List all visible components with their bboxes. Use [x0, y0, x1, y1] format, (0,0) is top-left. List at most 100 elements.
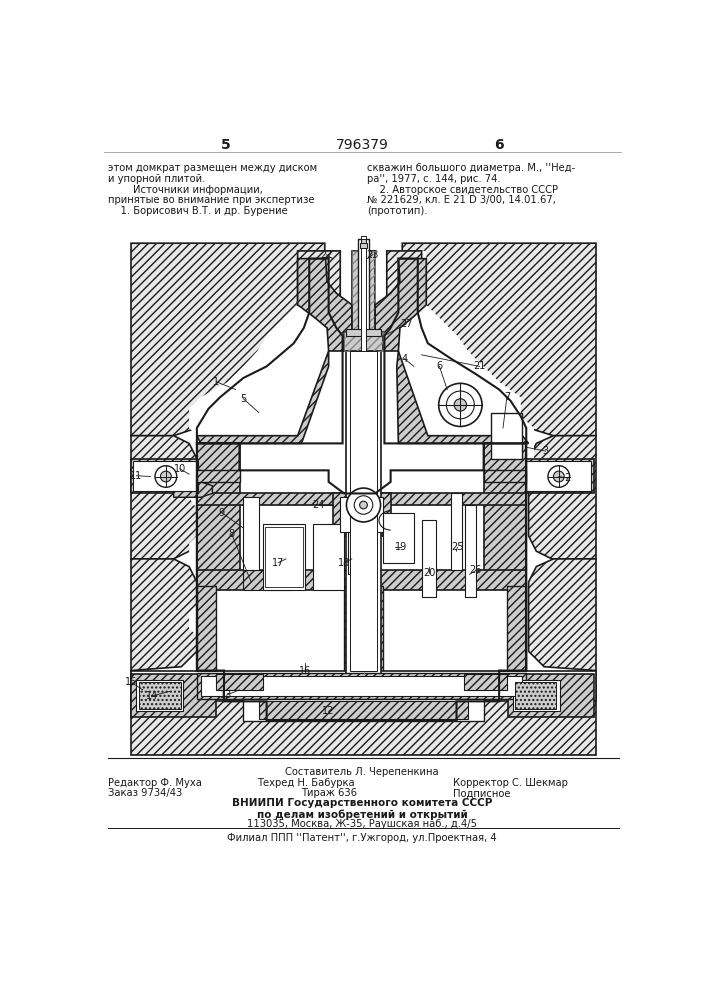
Circle shape — [454, 399, 467, 411]
Text: 13: 13 — [220, 690, 233, 700]
Text: 20: 20 — [423, 568, 436, 578]
Text: Тираж 636: Тираж 636 — [301, 788, 358, 798]
Text: Источники информации,: Источники информации, — [107, 185, 262, 195]
Bar — [352, 251, 375, 351]
Text: 5: 5 — [221, 138, 230, 152]
Text: № 221629, кл. Е 21 D 3/00, 14.01.67,: № 221629, кл. Е 21 D 3/00, 14.01.67, — [368, 195, 556, 205]
Bar — [243, 699, 484, 721]
Bar — [197, 586, 216, 674]
Text: ра'', 1977, с. 144, рис. 74.: ра'', 1977, с. 144, рис. 74. — [368, 174, 501, 184]
Bar — [201, 676, 522, 696]
Bar — [513, 680, 559, 711]
Polygon shape — [197, 493, 526, 505]
Bar — [131, 671, 596, 701]
Text: скважин большого диаметра. М., ''Нед-: скважин большого диаметра. М., ''Нед- — [368, 163, 575, 173]
Bar — [131, 459, 201, 493]
Bar — [243, 570, 290, 590]
Bar — [491, 413, 522, 459]
Text: 796379: 796379 — [336, 138, 388, 152]
Bar — [352, 590, 375, 671]
Text: 2: 2 — [564, 473, 571, 483]
Text: 18: 18 — [338, 558, 350, 568]
Text: 3: 3 — [542, 446, 549, 456]
Text: 11: 11 — [130, 471, 143, 481]
Bar — [526, 461, 591, 491]
Bar — [197, 570, 526, 590]
Bar — [361, 235, 366, 351]
Circle shape — [360, 501, 368, 509]
Polygon shape — [197, 443, 240, 574]
Bar — [139, 682, 180, 709]
Polygon shape — [189, 251, 534, 721]
Text: 5: 5 — [240, 394, 247, 404]
Text: Подписное: Подписное — [452, 788, 510, 798]
Circle shape — [346, 488, 380, 522]
Bar — [360, 243, 368, 248]
Text: 6: 6 — [494, 138, 504, 152]
Text: 9: 9 — [218, 508, 225, 518]
Text: 24: 24 — [312, 500, 325, 510]
Polygon shape — [131, 559, 197, 671]
Polygon shape — [397, 351, 529, 443]
Text: 16: 16 — [299, 666, 312, 676]
Polygon shape — [375, 259, 426, 351]
Bar — [216, 674, 263, 690]
Bar — [383, 513, 414, 563]
Text: 27: 27 — [400, 319, 412, 329]
Circle shape — [438, 383, 482, 426]
Text: Корректор С. Шекмар: Корректор С. Шекмар — [452, 778, 568, 788]
Text: 15: 15 — [125, 677, 137, 687]
Bar — [344, 332, 383, 351]
Bar — [131, 243, 596, 755]
Text: 14: 14 — [146, 691, 158, 701]
Bar — [136, 680, 183, 711]
Circle shape — [446, 391, 474, 419]
Bar — [346, 329, 380, 336]
Text: 6: 6 — [436, 361, 443, 371]
Polygon shape — [298, 259, 352, 351]
Bar — [465, 505, 476, 597]
Polygon shape — [131, 243, 325, 436]
Polygon shape — [484, 443, 526, 574]
Text: 4: 4 — [402, 354, 408, 364]
Circle shape — [354, 496, 373, 514]
Text: 1: 1 — [214, 377, 219, 387]
Text: 26: 26 — [469, 565, 482, 575]
Bar — [131, 672, 596, 755]
Circle shape — [160, 471, 171, 482]
Bar — [361, 239, 366, 245]
Bar — [344, 586, 383, 674]
Text: 19: 19 — [395, 542, 407, 552]
Text: Филиал ППП ''Патент'', г.Ужгород, ул.Проектная, 4: Филиал ППП ''Патент'', г.Ужгород, ул.Про… — [227, 833, 497, 843]
Bar — [451, 493, 462, 570]
Bar — [131, 674, 216, 717]
Text: 21: 21 — [474, 361, 486, 371]
Polygon shape — [529, 436, 596, 559]
Text: 25: 25 — [451, 542, 464, 552]
Bar — [508, 674, 594, 717]
Text: (прототип).: (прототип). — [368, 206, 428, 216]
Bar — [340, 497, 383, 532]
Text: 12: 12 — [322, 706, 335, 716]
Text: 22: 22 — [320, 250, 332, 260]
Bar — [464, 674, 507, 690]
Bar — [507, 586, 526, 674]
Text: ВНИИПИ Государственного комитета СССР: ВНИИПИ Государственного комитета СССР — [232, 798, 492, 808]
Text: 113035, Москва, Ж-35, Раушская наб., д.4/5: 113035, Москва, Ж-35, Раушская наб., д.4… — [247, 819, 477, 829]
Bar — [421, 520, 436, 597]
Polygon shape — [131, 436, 197, 559]
Polygon shape — [197, 351, 329, 443]
Text: Техред Н. Бабурка: Техред Н. Бабурка — [257, 778, 355, 788]
Bar — [197, 673, 526, 699]
Bar — [352, 251, 375, 351]
Bar — [524, 459, 594, 493]
Polygon shape — [174, 470, 212, 497]
Circle shape — [548, 466, 570, 487]
Bar — [332, 493, 391, 536]
Text: 10: 10 — [174, 464, 186, 474]
Bar — [515, 682, 556, 709]
Bar — [259, 701, 468, 719]
Bar — [346, 351, 380, 674]
Polygon shape — [529, 559, 596, 671]
Circle shape — [155, 466, 177, 487]
